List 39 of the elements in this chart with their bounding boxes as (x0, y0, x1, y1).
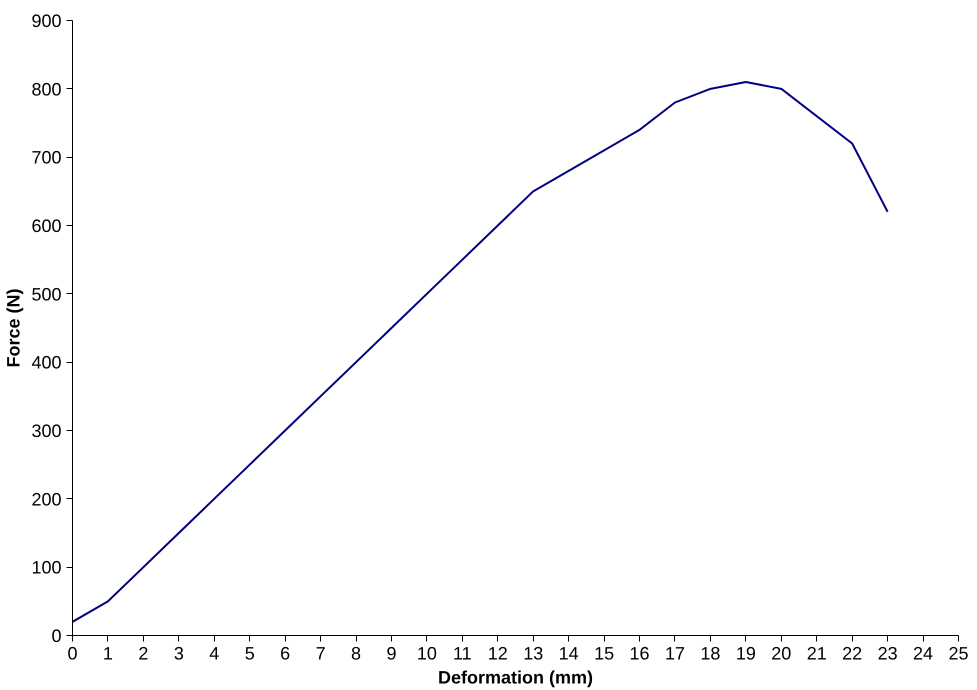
y-tick-label: 300 (31, 421, 62, 441)
x-tick-label: 8 (351, 644, 362, 664)
x-tick-label: 24 (913, 644, 934, 664)
x-tick-label: 21 (806, 644, 827, 664)
y-axis-title: Force (N) (3, 288, 24, 368)
y-tick-label: 200 (31, 489, 62, 510)
x-tick-label: 6 (280, 644, 290, 664)
x-tick-label: 1 (102, 644, 113, 664)
x-tick-label: 17 (664, 644, 685, 664)
x-tick-label: 22 (842, 644, 862, 664)
x-tick-label: 16 (630, 644, 650, 664)
line-series (72, 81, 889, 623)
x-tick-label: 12 (488, 644, 508, 664)
y-tick-label: 800 (31, 79, 62, 100)
x-tick-label: 3 (174, 644, 184, 664)
y-tick-label: 400 (31, 352, 62, 373)
x-tick-label: 13 (523, 644, 544, 664)
y-tick-label: 700 (31, 148, 62, 168)
x-tick-label: 9 (386, 644, 396, 664)
x-tick-label: 20 (771, 644, 792, 664)
x-tick-label: 7 (316, 644, 326, 664)
x-tick-label: 15 (594, 644, 614, 664)
x-tick-label: 25 (948, 644, 969, 664)
x-tick-label: 14 (558, 644, 579, 664)
x-tick-label: 10 (416, 644, 437, 664)
y-tick-label: 0 (51, 626, 62, 646)
x-tick-label: 11 (452, 644, 472, 664)
x-tick-label: 5 (244, 644, 255, 664)
x-tick-label: 4 (209, 644, 220, 664)
y-tick-label: 500 (31, 284, 62, 304)
x-axis-title: Deformation (mm) (438, 668, 594, 688)
y-tick-label: 600 (31, 216, 62, 236)
x-tick-label: 0 (67, 644, 78, 664)
x-tick-label: 23 (878, 644, 898, 664)
x-tick-label: 2 (138, 644, 148, 664)
x-tick-label: 19 (736, 644, 756, 664)
x-tick-label: 18 (700, 644, 720, 664)
y-tick-label: 100 (31, 558, 62, 578)
y-tick-label: 900 (31, 11, 62, 31)
